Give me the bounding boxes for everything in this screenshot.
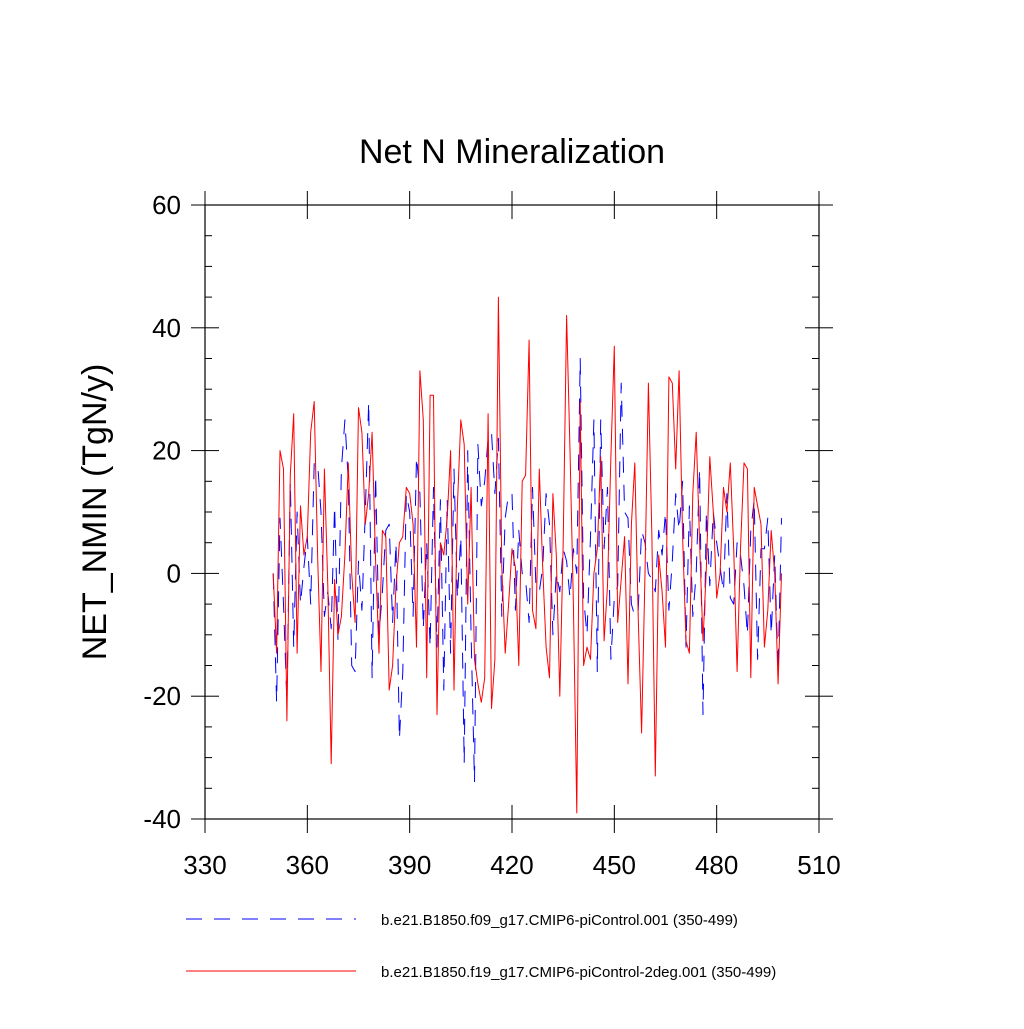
y-axis-label: NET_NMIN (TgN/y) <box>76 364 114 661</box>
x-tick-label: 510 <box>797 850 840 880</box>
x-tick-label: 330 <box>183 850 226 880</box>
y-tick-label: 0 <box>167 558 181 588</box>
legend-label-0: b.e21.B1850.f09_g17.CMIP6-piControl.001 … <box>381 912 738 929</box>
x-tick-label: 450 <box>593 850 636 880</box>
y-tick-label: 40 <box>152 313 181 343</box>
ticks-layer: 330 360 390 420 450 480 510 -40 -20 0 20 40 60 <box>143 190 840 880</box>
y-tick-label: -20 <box>143 681 181 711</box>
y-tick-label: 60 <box>152 190 181 220</box>
series-line-0 <box>272 358 782 783</box>
y-tick-label: 20 <box>152 436 181 466</box>
series-layer <box>272 296 782 814</box>
x-tick-label: 390 <box>388 850 431 880</box>
chart-title: Net N Mineralization <box>359 133 665 171</box>
series-line-1 <box>272 296 782 814</box>
y-tick-label: -40 <box>143 804 181 834</box>
legend: b.e21.B1850.f09_g17.CMIP6-piControl.001 … <box>186 912 776 981</box>
x-tick-label: 360 <box>286 850 329 880</box>
x-tick-label: 420 <box>490 850 533 880</box>
x-tick-label: 480 <box>695 850 738 880</box>
legend-label-1: b.e21.B1850.f19_g17.CMIP6-piControl-2deg… <box>381 964 776 981</box>
